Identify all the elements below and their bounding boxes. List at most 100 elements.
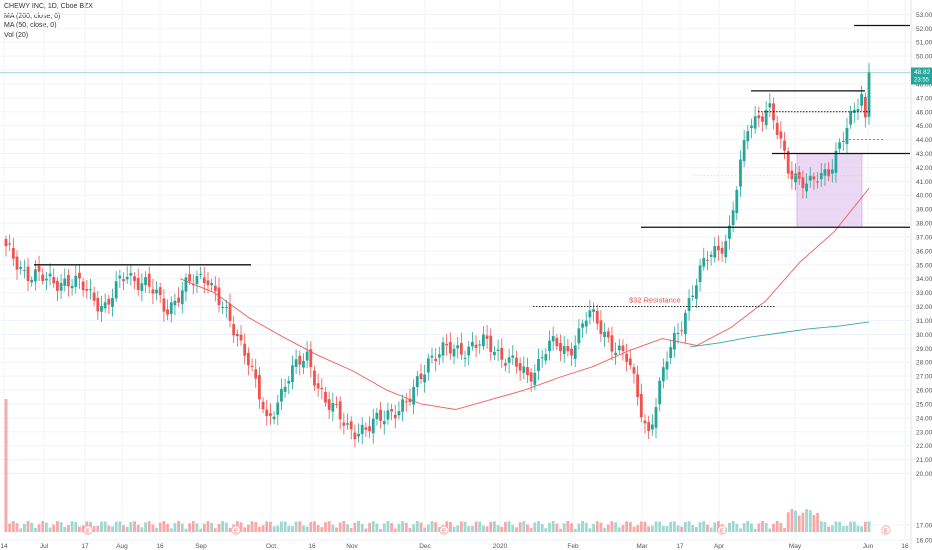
volume-bar xyxy=(467,526,471,532)
volume-bar xyxy=(548,522,551,532)
volume-bar xyxy=(224,522,228,532)
volume-bar xyxy=(122,525,125,532)
candle-body xyxy=(30,279,34,283)
volume-bar xyxy=(643,521,647,532)
volume-bar xyxy=(753,528,757,532)
volume-bar xyxy=(125,526,129,532)
candle-body xyxy=(687,298,691,312)
candle-body xyxy=(709,254,713,257)
volume-bar xyxy=(346,524,349,532)
x-tick-label: 16 xyxy=(156,543,164,550)
candle-body xyxy=(298,355,302,365)
volume-bar xyxy=(426,524,430,532)
candle-body xyxy=(500,347,504,360)
candle-body xyxy=(283,386,287,392)
candle-body xyxy=(849,111,853,125)
candle-body xyxy=(628,358,632,366)
candle-body xyxy=(834,150,838,173)
volume-bar xyxy=(195,523,199,532)
volume-bar xyxy=(606,524,610,532)
volume-bar xyxy=(658,521,662,532)
x-tick-label: Dec xyxy=(419,543,431,550)
volume-bar xyxy=(452,526,456,532)
volume-bar xyxy=(470,525,474,532)
y-tick-label: 20.00 xyxy=(916,471,932,478)
volume-bar xyxy=(786,512,790,532)
volume-bar xyxy=(559,528,562,532)
candle-body xyxy=(559,342,562,352)
x-tick-label: Mar xyxy=(636,543,648,550)
candle-body xyxy=(702,258,706,267)
candle-body xyxy=(639,393,643,418)
volume-bar xyxy=(511,524,515,532)
volume-bar xyxy=(661,525,665,532)
volume-bar xyxy=(540,523,544,532)
volume-bar xyxy=(419,522,423,532)
y-tick-label: 33.00 xyxy=(916,290,932,297)
volume-bar xyxy=(254,522,258,532)
candle-body xyxy=(485,335,489,339)
volume-bar xyxy=(863,521,867,532)
volume-bar xyxy=(639,521,643,532)
candle-body xyxy=(764,110,768,126)
candle-body xyxy=(548,340,551,352)
volume-bar xyxy=(768,528,772,532)
volume-bar xyxy=(555,523,559,532)
y-tick-label: 46.00 xyxy=(916,109,932,116)
x-tick-label: Aug xyxy=(116,543,128,550)
volume-bar xyxy=(845,525,849,532)
candle-body xyxy=(757,115,761,119)
candle-body xyxy=(654,407,658,428)
candle-body xyxy=(845,127,849,145)
candle-body xyxy=(456,345,460,349)
candle-body xyxy=(706,259,709,261)
volume-bar xyxy=(70,521,74,532)
candle-body xyxy=(570,348,573,356)
volume-bar xyxy=(856,525,860,532)
legend-ma50: MA (50, close, 0) xyxy=(4,22,57,29)
candle-body xyxy=(735,189,739,214)
candle-body xyxy=(48,273,52,277)
volume-bar xyxy=(81,525,85,532)
candle-body xyxy=(650,424,654,430)
candle-body xyxy=(371,418,375,434)
volume-bar xyxy=(221,521,225,532)
moving-averages-layer xyxy=(179,188,870,410)
candle-body xyxy=(680,330,684,332)
volume-bar xyxy=(408,528,412,532)
legend-title: CHEWY INC, 1D, Cboe BZX xyxy=(4,3,93,10)
candle-body xyxy=(551,336,555,342)
candle-body xyxy=(801,177,805,189)
volume-bar xyxy=(636,525,640,532)
volume-bar xyxy=(654,521,658,532)
y-tick-label: 47.00 xyxy=(916,95,932,102)
candle-body xyxy=(599,320,603,334)
volume-bar xyxy=(867,521,871,532)
volume-bar xyxy=(860,526,864,532)
volume-bar xyxy=(305,526,309,532)
candle-body xyxy=(540,357,544,359)
volume-bar xyxy=(390,523,393,532)
candle-body xyxy=(302,360,305,368)
volume-bar xyxy=(493,521,496,532)
volume-bar xyxy=(177,521,180,532)
volume-bar xyxy=(801,512,805,532)
y-tick-label: 51.00 xyxy=(916,40,932,47)
x-tick-label: 16 xyxy=(901,543,909,550)
volume-bar xyxy=(526,524,529,532)
volume-bar xyxy=(816,512,819,532)
candle-body xyxy=(257,375,261,400)
volume-bar xyxy=(133,521,136,532)
candle-body xyxy=(691,295,695,298)
candle-body xyxy=(779,131,783,139)
x-tick-label: May xyxy=(789,543,802,550)
candle-body xyxy=(728,225,731,239)
volume-bar xyxy=(849,521,853,532)
volume-bar xyxy=(33,528,37,532)
volume-bar xyxy=(739,528,742,532)
candle-body xyxy=(412,387,416,405)
volume-bar xyxy=(243,527,247,532)
y-tick-label: 50.00 xyxy=(916,54,932,61)
